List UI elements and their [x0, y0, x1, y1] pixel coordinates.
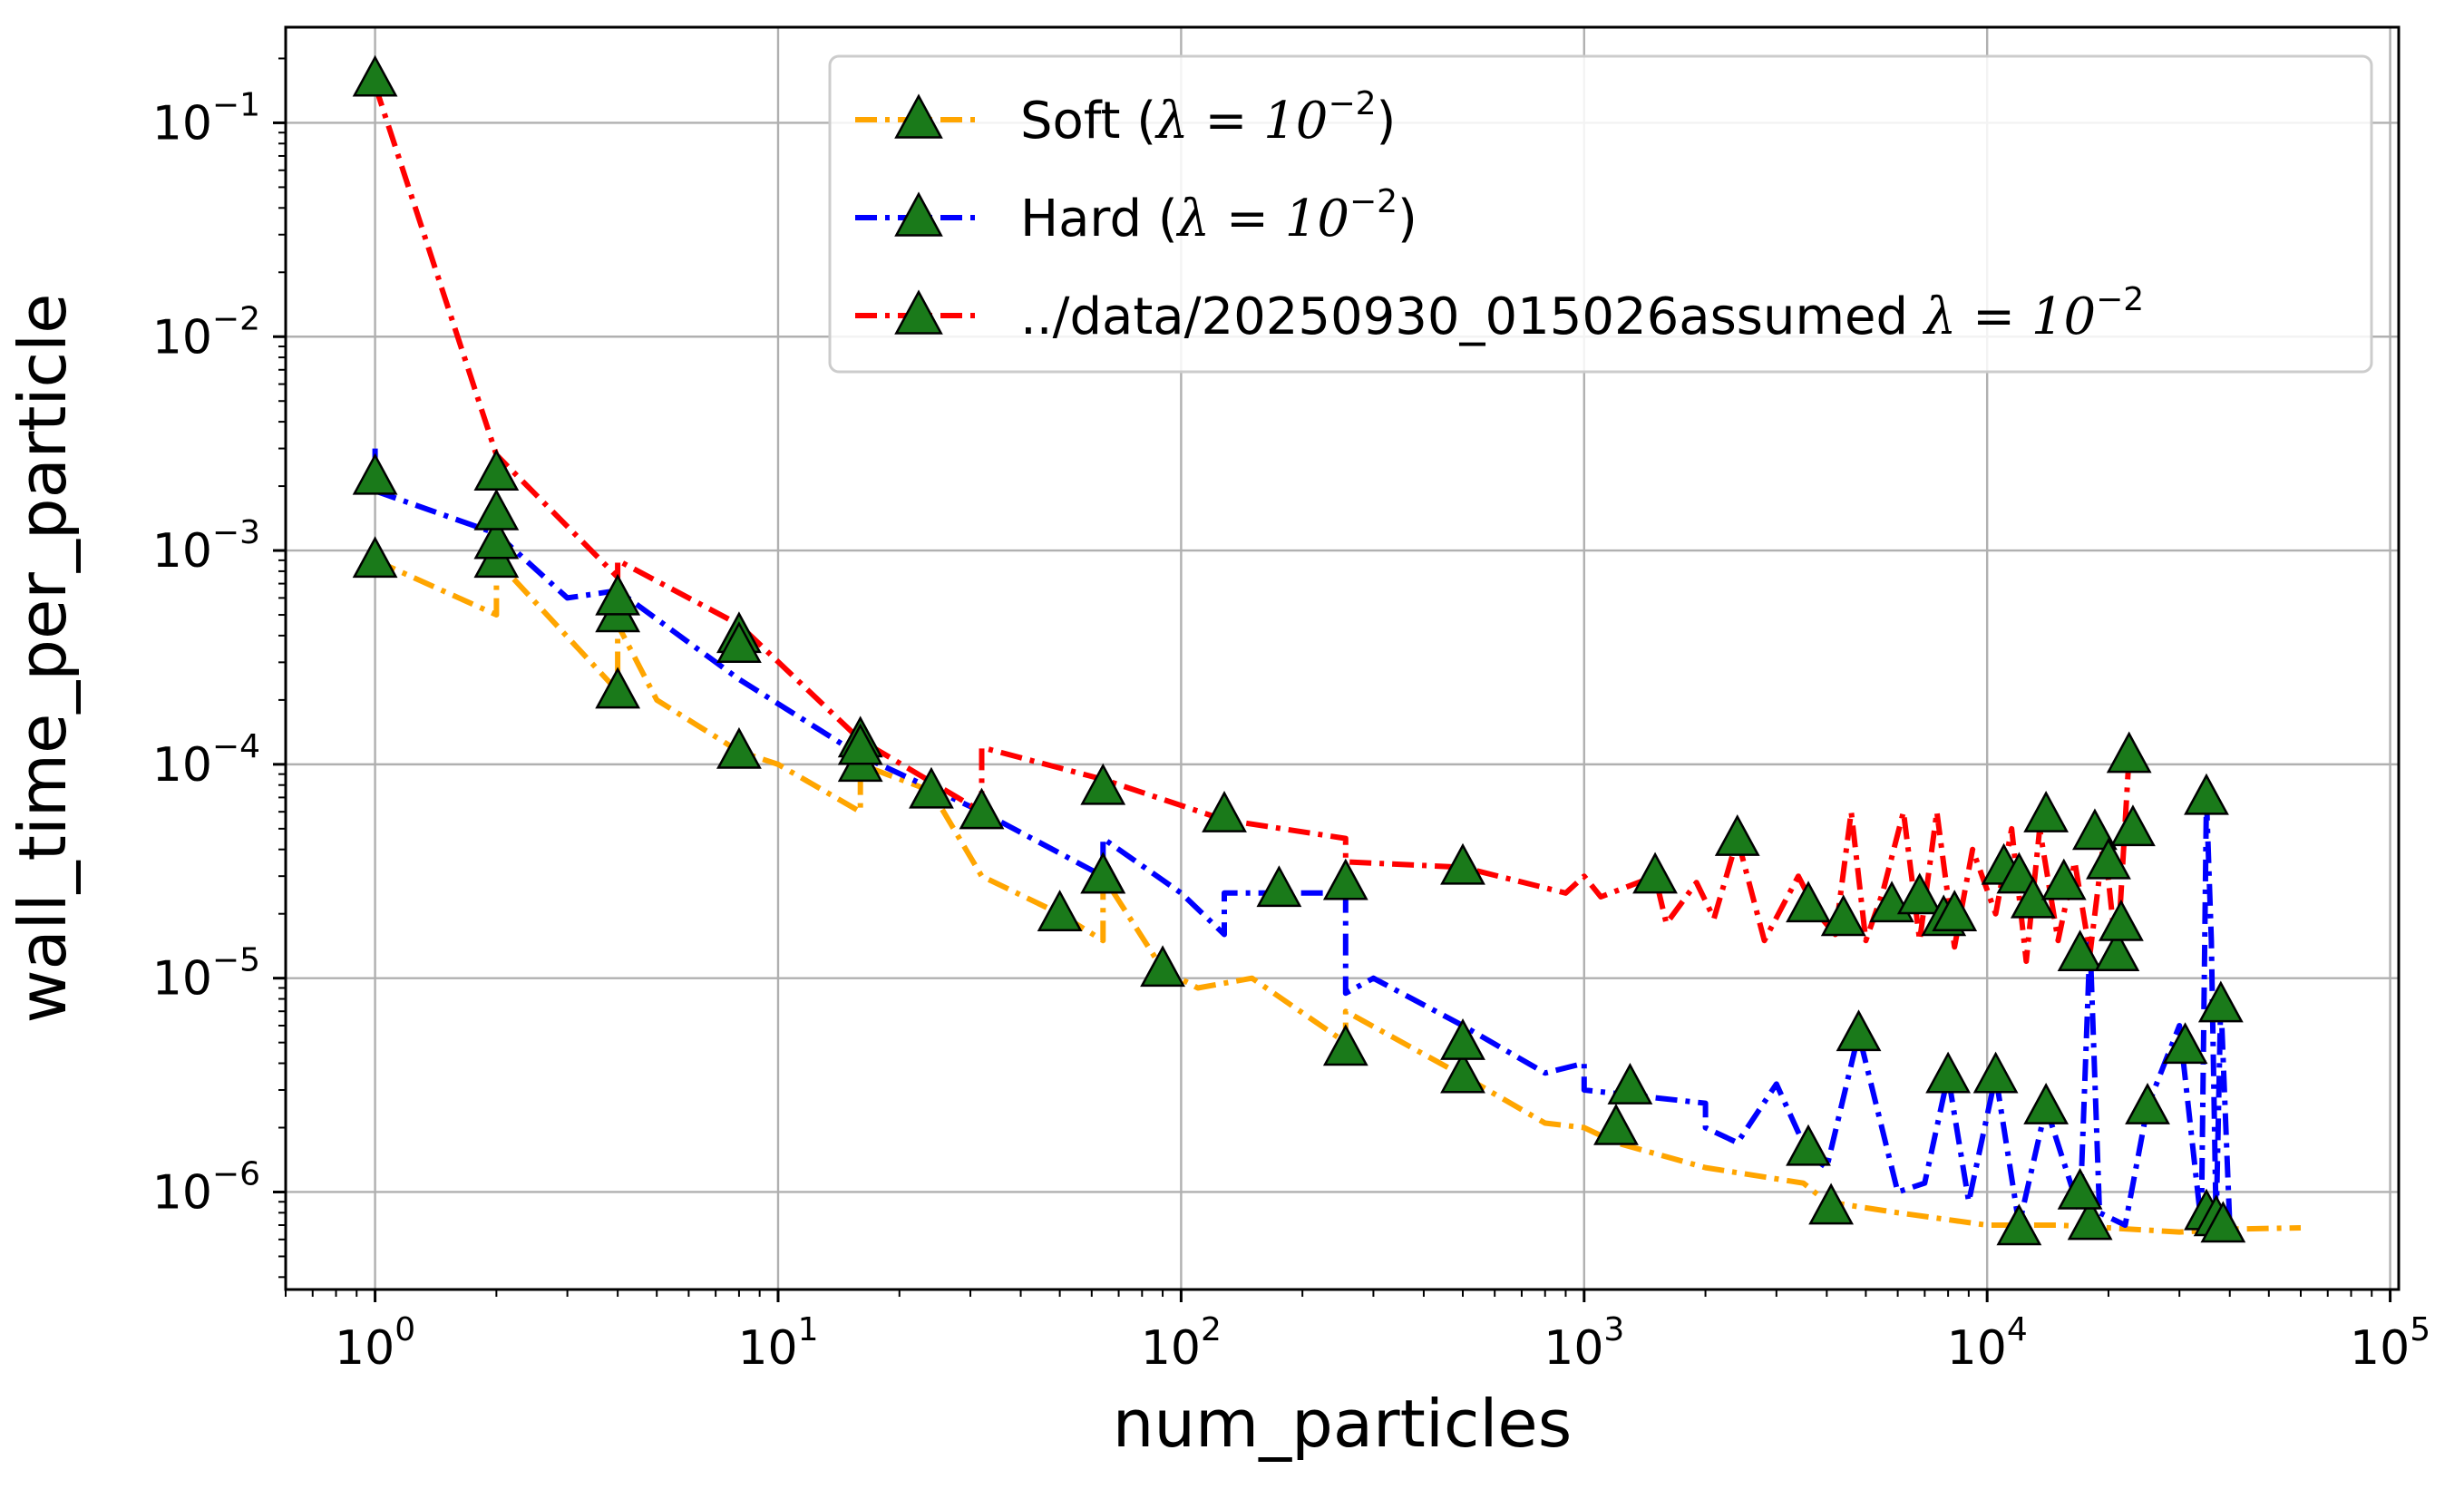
data-point-marker [1440, 1018, 1485, 1060]
legend: Soft (λ = 10−2) Hard (λ = 10−2) ../data/20… [828, 54, 2373, 374]
legend-marker [894, 93, 943, 139]
data-point-marker [2040, 858, 2087, 900]
data-point-marker [2072, 808, 2118, 851]
data-point-marker [2125, 1083, 2170, 1124]
data-point-marker [352, 54, 398, 97]
legend-entry-label: Soft (λ = 10−2) [1020, 85, 1396, 151]
data-point-marker [837, 723, 883, 765]
legend-entry-label: Hard (λ = 10−2) [1020, 183, 1417, 248]
data-point-marker [959, 787, 1005, 830]
legend-marker [894, 289, 943, 335]
data-point-marker [2200, 1201, 2246, 1243]
data-point-marker [2023, 791, 2070, 832]
y-tick-label: 10−4 [152, 728, 260, 793]
data-point-marker [2110, 804, 2156, 847]
series-line-1 [372, 448, 2233, 1228]
x-tick-label: 100 [335, 1311, 415, 1376]
data-point-marker [1440, 842, 1485, 885]
data-point-marker [1632, 852, 1678, 894]
legend-marker [894, 191, 943, 237]
data-point-marker [1607, 1062, 1653, 1105]
y-tick-label: 10−6 [152, 1155, 260, 1220]
data-point-marker [473, 517, 520, 560]
data-point-marker [1322, 1024, 1368, 1066]
data-point-marker [2023, 1083, 2070, 1124]
legend-box [828, 54, 2373, 374]
data-point-marker [1202, 791, 1247, 832]
data-point-marker [716, 726, 762, 769]
data-point-marker [352, 453, 398, 495]
data-point-marker [2057, 929, 2103, 972]
data-point-marker [595, 573, 641, 616]
data-point-marker [1440, 1051, 1485, 1094]
series-lines [372, 83, 2302, 1235]
data-point-marker [2106, 731, 2152, 774]
data-point-marker [1820, 894, 1866, 937]
plot-frame [284, 25, 2401, 1291]
data-point-marker [2184, 773, 2229, 815]
series-markers [352, 54, 2246, 1246]
data-point-marker [2094, 929, 2140, 972]
x-tick-label: 104 [1947, 1311, 2028, 1376]
x-tick-label: 103 [1544, 1311, 1624, 1376]
y-tick-label: 10−3 [152, 514, 260, 579]
data-point-marker [2086, 837, 2131, 880]
x-tick-label: 101 [737, 1311, 818, 1376]
x-axis-title: num_particles [1113, 1386, 1572, 1462]
data-point-marker [2162, 1022, 2208, 1065]
data-point-marker [473, 488, 520, 530]
data-point-marker [1996, 1203, 2042, 1246]
data-point-marker [1932, 890, 1978, 931]
x-tick-label: 105 [2350, 1311, 2430, 1376]
data-point-marker [716, 621, 762, 663]
data-point-marker [1786, 1124, 1831, 1166]
data-point-marker [1593, 1103, 1639, 1145]
y-tick-label: 10−1 [152, 86, 260, 151]
data-point-marker [1836, 1009, 1882, 1052]
data-point-marker [1808, 1182, 1855, 1225]
legend-entry-label: ../data/20250930_015026assumed λ = 10−2 [1020, 281, 2144, 346]
data-point-marker [909, 766, 954, 809]
data-point-marker [1714, 814, 1760, 856]
data-point-marker [1972, 1051, 2019, 1094]
y-axis-title: wall_time_per_particle [5, 294, 81, 1024]
data-point-marker [2067, 1198, 2113, 1241]
data-point-marker [1140, 945, 1185, 988]
y-tick-label: 10−5 [152, 942, 260, 1007]
x-tick-label: 102 [1141, 1311, 1222, 1376]
data-point-marker [1996, 852, 2042, 894]
y-axis-ticks: 10−6 10−5 10−4 10−3 10−2 10−1 [152, 86, 286, 1220]
data-point-marker [2057, 1167, 2103, 1210]
data-point-marker [595, 667, 641, 709]
data-point-marker [2197, 980, 2244, 1023]
x-axis-ticks: 100 101 102 103 104 105 [335, 1289, 2430, 1376]
y-tick-label: 10−2 [152, 300, 260, 365]
data-point-marker [1037, 890, 1083, 931]
series-line-2 [372, 83, 2132, 964]
data-point-marker [1080, 763, 1126, 805]
data-point-marker [1925, 1051, 1972, 1094]
data-point-marker [1256, 865, 1302, 908]
data-point-marker [1080, 852, 1126, 894]
data-point-marker [1322, 858, 1368, 900]
data-point-marker [352, 536, 398, 579]
series-line-0 [374, 557, 2302, 1235]
data-point-marker [1786, 881, 1831, 923]
data-point-marker [2099, 899, 2144, 941]
data-point-marker [1896, 872, 1943, 915]
